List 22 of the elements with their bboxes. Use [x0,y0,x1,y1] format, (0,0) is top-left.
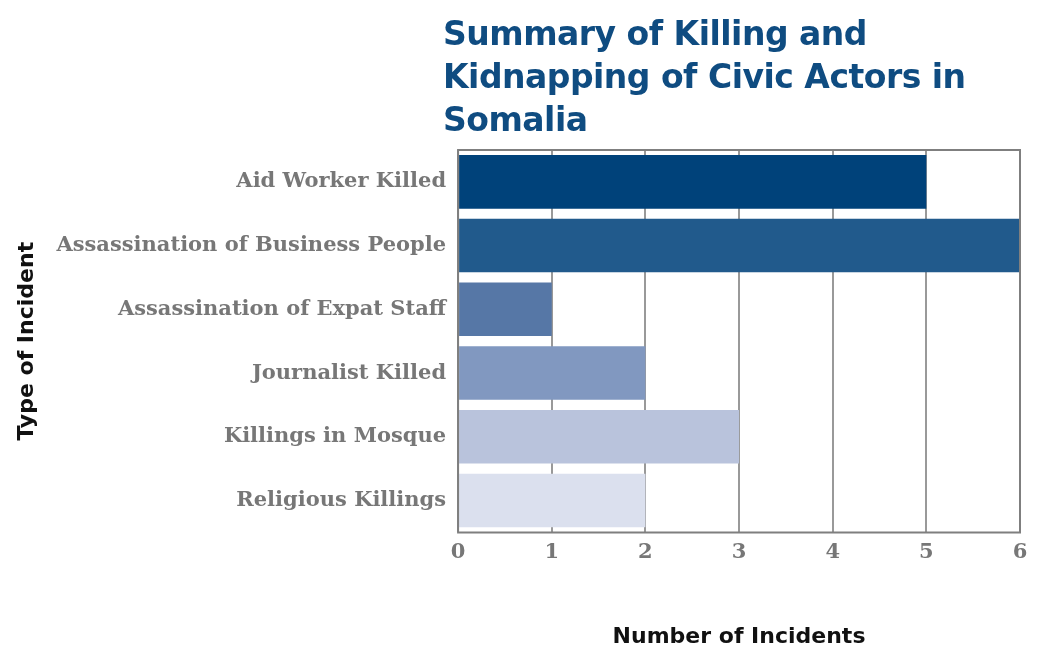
y-tick-label: Religious Killings [236,485,447,511]
x-axis-title: Number of Incidents [612,622,866,648]
x-tick-label: 2 [638,538,653,564]
x-tick-label: 1 [544,538,560,564]
x-tick-label: 5 [919,538,934,564]
y-tick-label: Killings in Mosque [223,422,447,448]
bar [459,473,646,528]
x-tick-label: 0 [450,538,466,564]
x-tick-label: 3 [731,538,747,564]
y-tick-label: Aid Worker Killed [235,167,447,193]
x-tick-label: 6 [1012,538,1028,564]
bar [459,155,927,209]
y-tick-label: Assassination of Business People [55,231,447,257]
y-axis-title: Type of Incident [12,241,38,441]
x-tick-label: 4 [825,538,841,564]
bar [459,218,1020,273]
y-tick-label: Assassination of Expat Staff [116,294,448,320]
bar [459,282,552,337]
chart-title: Summary of Killing and Kidnapping of Civic Actors in Somalia [443,13,967,141]
y-tick-label: Journalist Killed [249,358,447,384]
bar [459,410,740,464]
bar [459,346,646,400]
